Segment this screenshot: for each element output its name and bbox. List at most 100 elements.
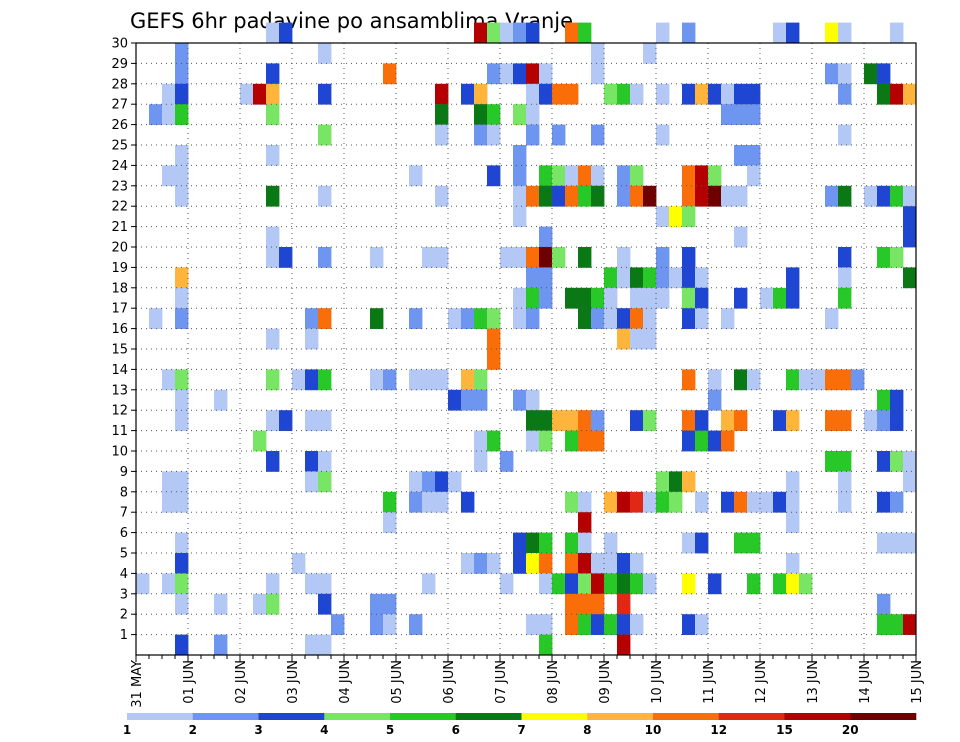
precip-cell	[578, 308, 592, 329]
colorbar-swatch	[258, 713, 325, 720]
precip-cell	[734, 83, 748, 105]
precip-cell	[448, 471, 462, 493]
precip-cell	[370, 369, 384, 391]
precip-cell	[669, 491, 683, 513]
precip-cell	[539, 573, 553, 595]
x-tick-label: 15 JUN	[910, 660, 925, 704]
precip-cell	[513, 287, 527, 309]
precip-cell	[422, 369, 436, 391]
precip-cell	[526, 430, 540, 452]
precip-cell	[149, 308, 163, 329]
y-tick-label: 4	[120, 567, 128, 582]
x-tick-label: 10 JUN	[650, 660, 665, 704]
precip-cell	[136, 573, 150, 595]
precip-cell	[552, 165, 566, 187]
precip-cell	[669, 206, 683, 227]
precip-cell	[708, 185, 722, 207]
precip-cell	[682, 185, 696, 207]
x-tick-label: 13 JUN	[806, 660, 821, 704]
precip-cell	[578, 532, 592, 554]
precip-cell	[435, 124, 449, 146]
precip-cell	[461, 83, 475, 105]
precip-cell	[565, 185, 579, 207]
precip-cell	[864, 410, 878, 431]
x-tick-label: 06 JUN	[442, 660, 457, 704]
precip-cell	[266, 104, 280, 125]
precip-cell	[461, 389, 475, 411]
precip-cell	[487, 63, 501, 85]
precip-cell	[903, 532, 917, 554]
precip-cell	[643, 287, 657, 309]
precip-cell	[682, 83, 696, 105]
precip-cell	[903, 83, 917, 105]
precip-cell	[825, 410, 839, 431]
precip-cell	[604, 573, 618, 595]
precip-cell	[656, 206, 670, 227]
precip-cell	[578, 410, 592, 431]
precip-cell	[617, 308, 631, 329]
precip-cell	[266, 573, 280, 595]
precip-cell	[487, 308, 501, 329]
y-tick-label: 8	[120, 485, 128, 500]
colorbar-label: 2	[189, 723, 197, 737]
precip-cell	[708, 165, 722, 187]
precip-cell	[851, 369, 865, 391]
precip-cell	[175, 634, 189, 656]
precip-cell	[279, 247, 293, 268]
precip-cell	[695, 287, 709, 309]
precip-cell	[383, 63, 397, 85]
precip-cell	[305, 573, 319, 595]
precip-cell	[838, 491, 852, 513]
precip-cell	[513, 532, 527, 554]
precip-cell	[630, 83, 644, 105]
precip-cell	[526, 614, 540, 635]
precip-cell	[266, 22, 280, 44]
precip-cell	[838, 185, 852, 207]
precip-cell	[565, 593, 579, 615]
precip-cell	[747, 532, 761, 554]
precip-cell	[305, 308, 319, 329]
x-tick-label: 09 JUN	[598, 660, 613, 704]
colorbar-label: 10	[645, 723, 662, 737]
precip-cell	[435, 185, 449, 207]
precip-cell	[786, 471, 800, 493]
precip-cell	[266, 185, 280, 207]
precip-cell	[539, 185, 553, 207]
precip-cell	[890, 247, 904, 268]
precip-cell	[175, 471, 189, 493]
precip-cell	[162, 471, 176, 493]
precip-cell	[175, 63, 189, 85]
precip-cell	[513, 104, 527, 125]
y-tick-label: 30	[111, 37, 128, 52]
precip-cell	[747, 573, 761, 595]
precip-cell	[591, 165, 605, 187]
precip-cell	[877, 63, 891, 85]
precip-cell	[565, 165, 579, 187]
precip-cell	[422, 491, 436, 513]
colorbar-swatch	[718, 713, 785, 720]
precip-cell	[643, 185, 657, 207]
precip-cell	[682, 22, 696, 44]
precip-cell	[370, 614, 384, 635]
precip-cell	[266, 145, 280, 166]
precip-cell	[513, 553, 527, 574]
x-tick-label: 07 JUN	[494, 660, 509, 704]
precip-cell	[747, 491, 761, 513]
precip-cell	[734, 185, 748, 207]
y-tick-label: 18	[111, 281, 128, 296]
precip-cell	[500, 63, 514, 85]
y-tick-label: 17	[111, 302, 128, 317]
precip-cell	[656, 22, 670, 44]
precip-cell	[370, 593, 384, 615]
precip-cell	[526, 83, 540, 105]
precip-cell	[240, 83, 254, 105]
precip-cell	[578, 165, 592, 187]
precip-cell	[474, 430, 488, 452]
precip-cell	[175, 43, 189, 64]
colorbar-swatch	[521, 713, 588, 720]
precip-cell	[461, 308, 475, 329]
precip-cell	[734, 410, 748, 431]
precip-cell	[591, 614, 605, 635]
precip-cell	[175, 410, 189, 431]
y-tick-label: 9	[120, 465, 128, 480]
